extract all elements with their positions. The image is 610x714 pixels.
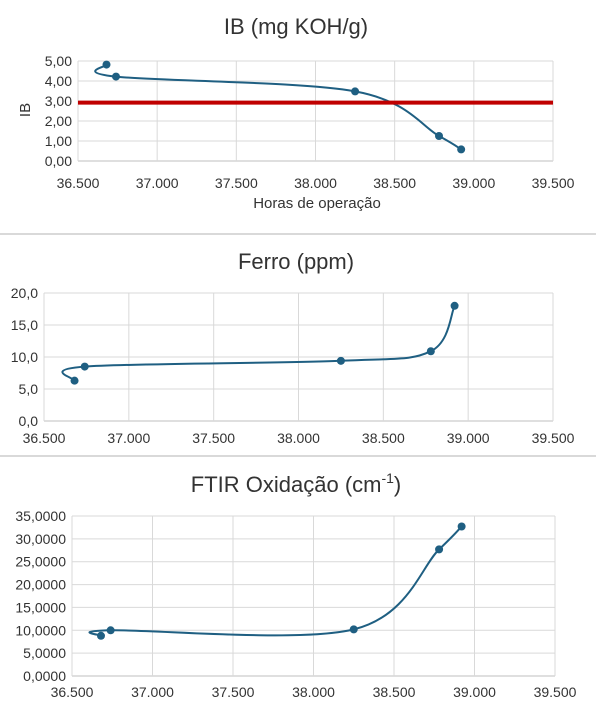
ib-x-tick-label: 39.500	[532, 175, 575, 191]
ib-y-tick-label: 4,00	[45, 73, 72, 89]
ferro-x-tick-label: 37.500	[192, 430, 235, 446]
ib-data-point	[112, 72, 120, 81]
ferro-y-tick-label: 20,0	[11, 285, 38, 301]
ftir-y-tick-label: 15,0000	[15, 599, 66, 615]
ib-y-tick-label: 5,00	[45, 53, 72, 69]
ib-data-point	[102, 60, 111, 69]
ferro-series-line	[61, 305, 456, 382]
ftir-chart-panel: FTIR Oxidação (cm-1) 0,0000 5,0000 10,0000…	[0, 457, 596, 714]
ferro-y-tick-label: 10,0	[11, 349, 38, 365]
ftir-x-tick-label: 37.000	[131, 684, 174, 700]
ftir-x-tick-label: 38.000	[292, 684, 335, 700]
ib-x-tick-label: 37.000	[136, 175, 179, 191]
ib-y-tick-label: 2,00	[45, 113, 72, 129]
ib-chart-panel: IB (mg KOH/g) Horas de operação IB 0,00 1…	[0, 0, 596, 233]
ib-data-point	[435, 132, 443, 140]
ftir-y-tick-label: 20,0000	[15, 577, 66, 593]
ftir-y-tick-label: 10,0000	[15, 622, 66, 638]
separator-1	[0, 233, 596, 235]
ftir-title-unit: (cm	[345, 472, 382, 497]
ib-data-point	[351, 87, 360, 96]
ib-chart: IB (mg KOH/g) Horas de operação IB 0,00 1…	[17, 14, 575, 212]
ftir-y-tick-label: 5,0000	[23, 645, 66, 661]
ferro-x-tick-label: 36.500	[23, 430, 66, 446]
ftir-data-point	[106, 626, 115, 635]
ftir-y-tick-label: 0,0000	[23, 668, 66, 684]
ferro-chart: Ferro (ppm) 0,0 5,0 10,0 15,0 20,0 36.500 37.0…	[11, 249, 575, 446]
ib-x-tick-label: 38.500	[373, 175, 416, 191]
separator-2	[0, 455, 596, 457]
ib-y-axis-label: IB	[17, 103, 34, 117]
ib-data-point	[457, 145, 466, 154]
ferro-x-tick-label: 39.500	[532, 430, 575, 446]
ftir-x-tick-label: 38.500	[373, 684, 416, 700]
ib-y-tick-label: 1,00	[45, 133, 72, 149]
ftir-data-point	[457, 522, 466, 531]
ib-x-tick-label: 38.000	[294, 175, 337, 191]
ftir-chart-title: FTIR Oxidação (cm-1)	[191, 470, 402, 497]
ferro-x-tick-label: 37.000	[107, 430, 150, 446]
ib-x-axis-label: Horas de operação	[253, 195, 381, 212]
ftir-x-tick-label: 39.000	[453, 684, 496, 700]
ftir-x-tick-label: 37.500	[212, 684, 255, 700]
ferro-x-tick-label: 38.000	[277, 430, 320, 446]
ib-x-tick-label: 36.500	[57, 175, 100, 191]
ferro-data-point	[336, 356, 345, 365]
ftir-data-point	[435, 545, 444, 554]
ftir-title-sup: -1	[381, 470, 394, 486]
ferro-y-tick-label: 0,0	[19, 413, 39, 429]
ftir-data-point	[96, 631, 105, 640]
ib-series-line	[94, 63, 462, 151]
ferro-y-tick-label: 15,0	[11, 317, 38, 333]
ftir-title-main: FTIR Oxidação	[191, 472, 339, 497]
ftir-y-tick-label: 35,0000	[15, 508, 66, 524]
ftir-x-tick-label: 36.500	[51, 684, 94, 700]
ftir-chart: FTIR Oxidação (cm-1) 0,0000 5,0000 10,0000…	[15, 470, 577, 700]
ib-x-tick-label: 39.000	[452, 175, 495, 191]
ferro-x-tick-label: 39.000	[447, 430, 490, 446]
ferro-data-point	[70, 376, 79, 385]
ftir-data-point	[349, 625, 358, 634]
ferro-data-point	[80, 362, 89, 371]
ftir-y-tick-label: 25,0000	[15, 554, 66, 570]
ftir-x-tick-label: 39.500	[534, 684, 577, 700]
ferro-chart-title: Ferro (ppm)	[238, 249, 354, 274]
ftir-y-tick-label: 30,0000	[15, 531, 66, 547]
ib-y-tick-label: 0,00	[45, 153, 72, 169]
ferro-data-point	[426, 347, 435, 356]
ib-x-tick-label: 37.500	[215, 175, 258, 191]
ferro-data-point	[450, 301, 459, 310]
ferro-x-tick-label: 38.500	[362, 430, 405, 446]
ib-y-tick-label: 3,00	[45, 93, 72, 109]
ftir-title-close: )	[394, 472, 401, 497]
ib-chart-title: IB (mg KOH/g)	[224, 14, 368, 39]
ferro-y-tick-label: 5,0	[19, 381, 39, 397]
ferro-chart-panel: Ferro (ppm) 0,0 5,0 10,0 15,0 20,0 36.500 37.0…	[0, 235, 596, 455]
ftir-series-line	[88, 525, 463, 637]
